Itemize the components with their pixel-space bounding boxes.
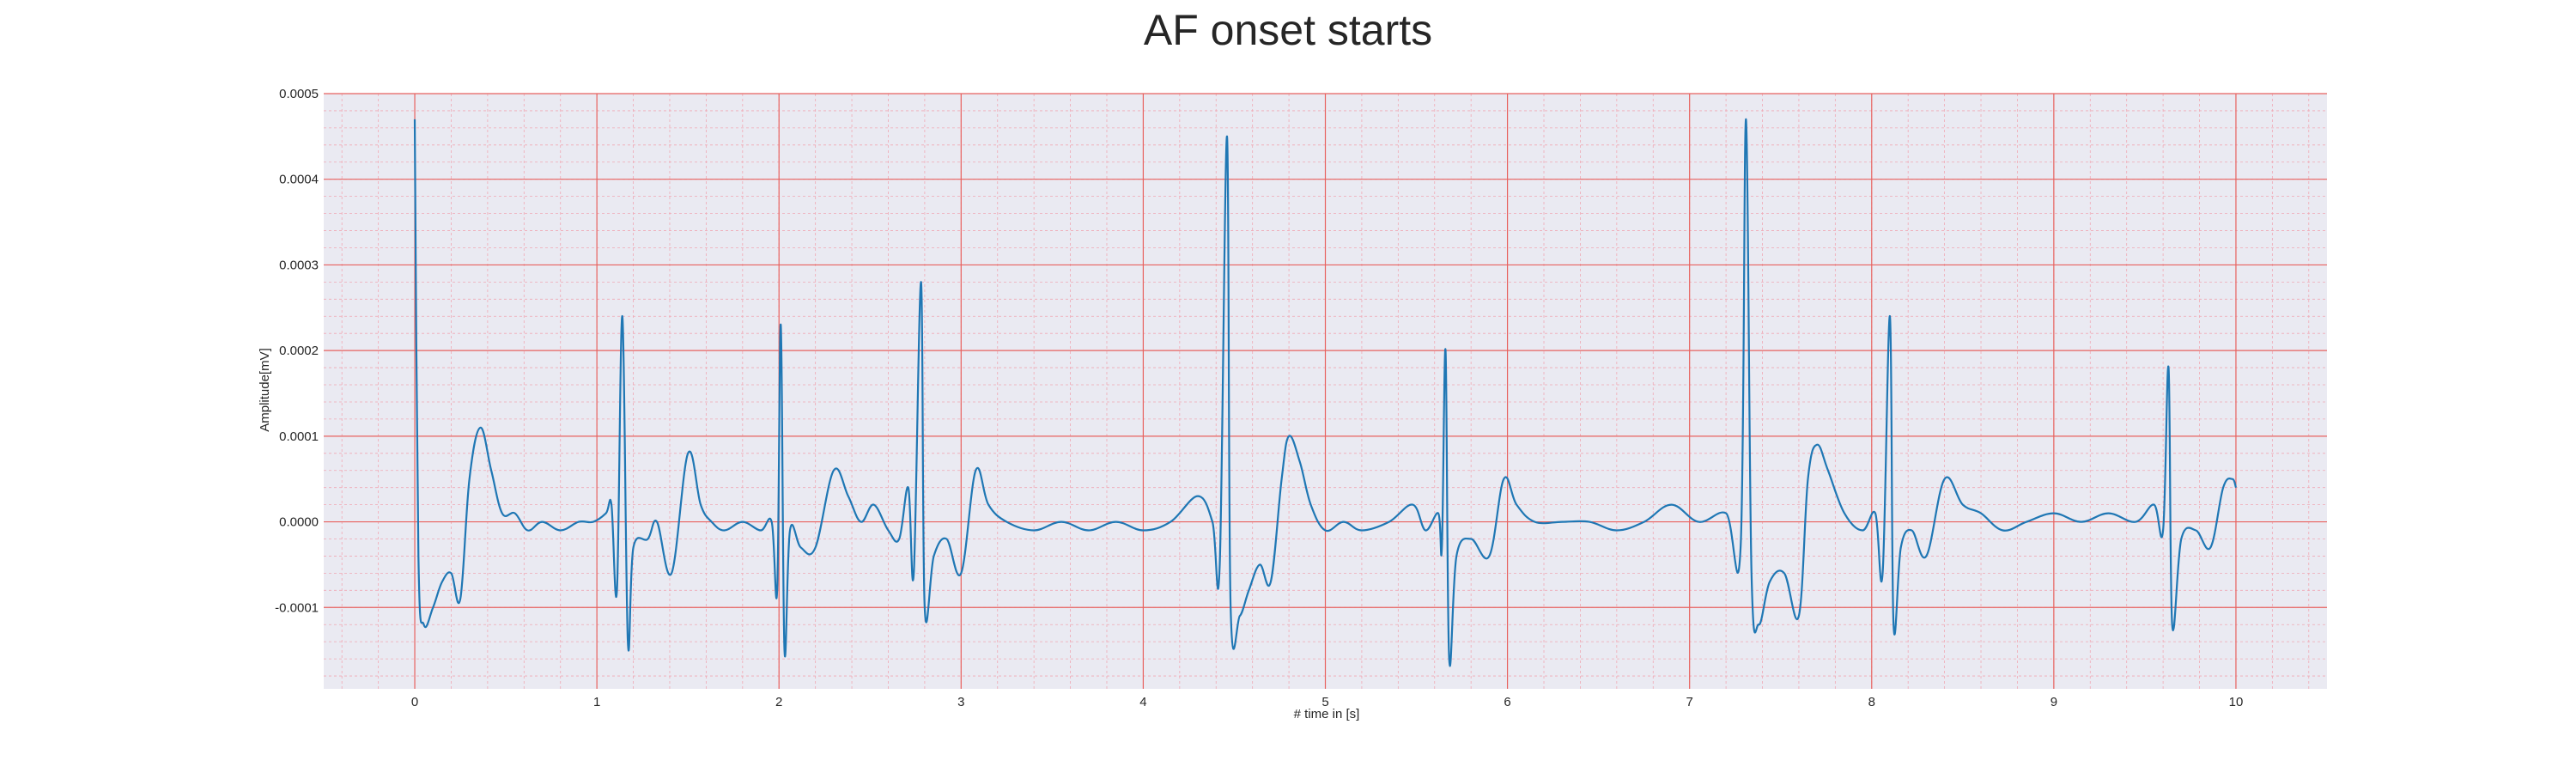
x-tick-label: 7 [1686,695,1693,709]
y-axis-label: Amplitude[mV] [258,348,272,432]
chart-title: AF onset starts [1144,6,1432,54]
x-tick-label: 3 [957,695,964,709]
x-tick-label: 4 [1139,695,1146,709]
y-tick-label: 0.0005 [279,87,319,101]
x-tick-label: 5 [1321,695,1328,709]
x-axis-label: # time in [s] [1294,707,1360,721]
x-tick-label: 9 [2050,695,2057,709]
series-group [413,118,2238,667]
x-tick-label: 2 [775,695,782,709]
y-tick-label: 0.0001 [279,429,319,444]
x-tick-label: 0 [411,695,418,709]
x-tick-label: 8 [1868,695,1875,709]
y-tick-label: 0.0003 [279,258,319,272]
ecg-series-line [413,118,2238,667]
major-grid [324,93,2327,689]
y-tick-label: 0.0002 [279,344,319,358]
x-tick-label: 10 [2229,695,2244,709]
y-tick-label: 0.0000 [279,515,319,530]
x-axis-ticks: 0 1 2 3 4 5 6 7 8 9 10 [411,695,2243,709]
x-tick-label: 1 [593,695,600,709]
y-tick-label: 0.0004 [279,173,319,187]
y-axis-ticks: -0.0001 0.0000 0.0001 0.0002 0.0003 0.0004 0.0… [275,87,319,615]
y-tick-label: -0.0001 [275,600,319,615]
x-tick-label: 6 [1504,695,1510,709]
